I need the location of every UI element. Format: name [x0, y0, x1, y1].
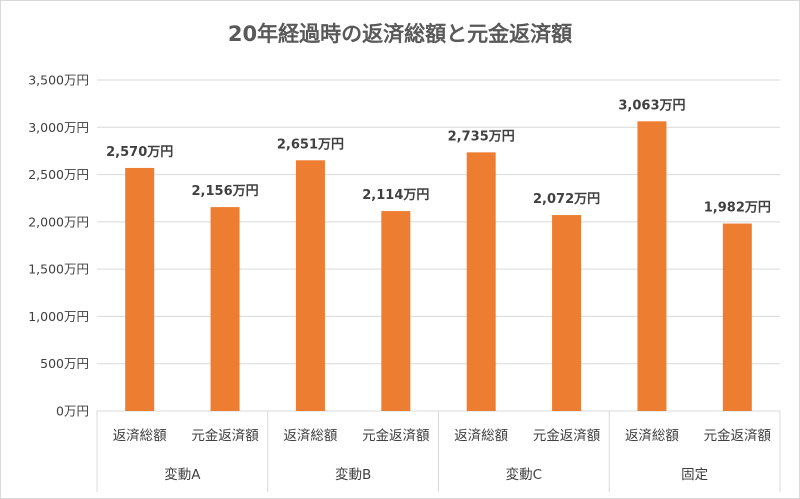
bar [552, 215, 582, 411]
category-label: 元金返済額 [704, 428, 772, 444]
bar [125, 167, 155, 411]
chart-title: 20年経過時の返済総額と元金返済額 [227, 22, 573, 46]
data-label: 2,570万円 [106, 145, 173, 160]
bar [637, 121, 667, 412]
category-label: 返済総額 [283, 428, 337, 444]
category-label: 返済総額 [113, 428, 167, 444]
bar [466, 152, 496, 411]
y-tick-label: 3,500万円 [28, 73, 89, 88]
y-tick-label: 500万円 [40, 356, 89, 371]
bar [295, 160, 325, 411]
y-tick-label: 2,500万円 [28, 167, 89, 182]
group-label: 変動A [164, 466, 201, 483]
data-label: 1,982万円 [704, 201, 771, 216]
data-label: 2,156万円 [192, 184, 259, 199]
group-label: 固定 [681, 467, 708, 483]
y-tick-label: 0万円 [56, 404, 89, 419]
group-label: 変動C [506, 466, 542, 483]
category-label: 元金返済額 [191, 428, 259, 444]
category-label: 元金返済額 [533, 428, 601, 444]
y-tick-label: 1,000万円 [28, 309, 89, 324]
category-label: 返済総額 [454, 428, 508, 444]
data-label: 3,063万円 [618, 98, 685, 113]
data-label: 2,735万円 [448, 129, 515, 144]
y-tick-label: 3,000万円 [28, 120, 89, 135]
bar [210, 207, 240, 411]
bar [722, 223, 752, 411]
data-label: 2,114万円 [362, 188, 429, 203]
category-label: 返済総額 [625, 428, 679, 444]
group-label: 変動B [335, 466, 371, 483]
data-label: 2,651万円 [277, 137, 344, 152]
y-tick-label: 2,000万円 [28, 214, 89, 229]
bar [381, 211, 411, 411]
y-tick-label: 1,500万円 [28, 262, 89, 277]
data-label: 2,072万円 [533, 192, 600, 207]
category-label: 元金返済額 [362, 428, 430, 444]
